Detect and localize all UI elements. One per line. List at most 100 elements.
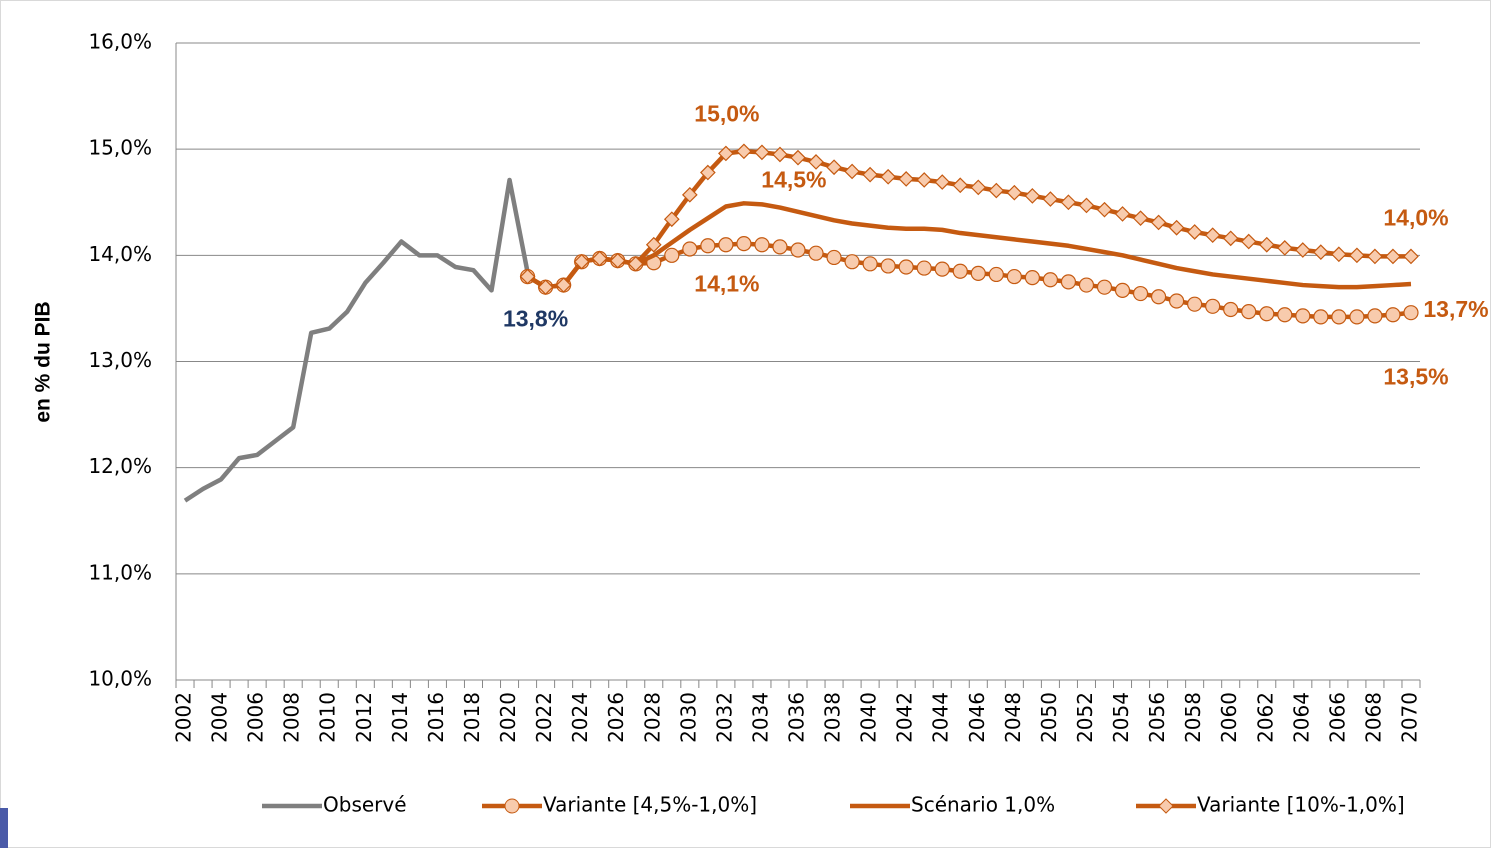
x-tick-label: 2028	[640, 692, 664, 743]
marker	[880, 168, 896, 185]
marker	[754, 237, 770, 253]
marker	[1349, 247, 1365, 264]
marker	[591, 250, 608, 267]
marker	[808, 245, 824, 261]
marker	[1078, 277, 1095, 293]
data-label: 14,0%	[1383, 204, 1448, 230]
x-tick-label: 2038	[821, 692, 845, 743]
y-axis-label: en % du PIB	[32, 301, 55, 422]
marker	[1294, 242, 1311, 258]
x-tick-label: 2060	[1217, 692, 1241, 743]
marker	[1096, 279, 1113, 295]
marker	[844, 163, 860, 180]
x-tick-label: 2058	[1181, 692, 1205, 743]
x-tick-label: 2022	[532, 692, 556, 743]
marker	[880, 258, 896, 274]
marker	[790, 149, 806, 166]
legend-label: Observé	[323, 793, 407, 817]
x-tick-label: 2012	[352, 692, 376, 743]
marker	[645, 236, 662, 253]
marker	[1241, 304, 1257, 320]
x-tick-label: 2030	[676, 692, 700, 743]
marker	[1258, 236, 1275, 253]
marker	[1367, 248, 1383, 265]
marker	[718, 237, 734, 253]
marker	[772, 146, 788, 163]
y-tick-label: 15,0%	[88, 136, 152, 160]
marker	[988, 182, 1005, 199]
x-tick-label: 2036	[785, 692, 809, 743]
marker	[952, 263, 968, 279]
marker	[916, 172, 933, 188]
legend-label: Scénario 1,0%	[911, 793, 1055, 817]
x-tick-label: 2070	[1397, 692, 1421, 743]
marker	[736, 143, 752, 160]
x-tick-label: 2046	[965, 692, 989, 743]
x-tick-label: 2002	[172, 692, 196, 743]
marker	[1331, 246, 1347, 263]
x-tick-label: 2026	[604, 692, 628, 743]
marker	[1367, 308, 1383, 324]
x-tick-label: 2016	[424, 692, 448, 743]
x-tick-label: 2006	[244, 692, 268, 743]
marker	[1132, 210, 1149, 227]
y-tick-label: 16,0%	[88, 30, 152, 54]
x-tick-label: 2050	[1037, 692, 1061, 743]
x-tick-label: 2014	[388, 692, 412, 743]
x-tick-label: 2004	[208, 692, 232, 743]
x-tick-label: 2010	[316, 692, 340, 743]
x-tick-label: 2048	[1001, 692, 1025, 743]
marker	[952, 177, 969, 194]
marker	[862, 166, 878, 183]
marker	[718, 145, 734, 162]
legend-label: Variante [4,5%-1,0%]	[543, 793, 757, 817]
legend-label: Variante [10%-1,0%]	[1197, 793, 1405, 817]
x-tick-label: 2056	[1145, 692, 1169, 743]
legend-marker	[504, 798, 520, 814]
x-tick-label: 2008	[280, 692, 304, 743]
x-tick-label: 2018	[460, 692, 484, 743]
marker	[1204, 227, 1221, 244]
marker	[1096, 201, 1113, 218]
legend-marker	[1158, 798, 1174, 814]
marker	[681, 186, 698, 203]
marker	[1024, 188, 1041, 204]
y-tick-label: 10,0%	[88, 667, 152, 691]
marker	[808, 154, 824, 170]
marker	[663, 211, 680, 228]
marker	[627, 255, 644, 272]
marker	[1042, 191, 1059, 207]
marker	[1403, 248, 1419, 265]
x-tick-label: 2040	[857, 692, 881, 743]
marker	[1114, 282, 1131, 298]
marker	[1385, 248, 1401, 265]
marker	[1187, 296, 1203, 312]
marker	[1168, 219, 1185, 236]
x-tick-label: 2052	[1073, 692, 1097, 743]
x-tick-label: 2020	[496, 692, 520, 743]
marker	[862, 256, 878, 272]
marker	[1295, 308, 1311, 324]
x-tick-label: 2062	[1253, 692, 1277, 743]
marker	[898, 171, 915, 187]
y-tick-label: 13,0%	[88, 348, 152, 372]
marker	[1222, 230, 1239, 247]
marker	[1060, 274, 1077, 290]
marker	[1150, 214, 1167, 231]
marker	[934, 174, 951, 190]
data-label: 14,1%	[694, 271, 759, 297]
x-tick-label: 2034	[748, 692, 772, 743]
marker	[1150, 289, 1167, 305]
marker	[826, 249, 842, 266]
marker	[537, 279, 554, 296]
x-tick-label: 2042	[893, 692, 917, 743]
marker	[609, 252, 626, 269]
marker	[772, 239, 788, 255]
x-tick-label: 2032	[712, 692, 736, 743]
marker	[790, 242, 806, 258]
marker	[1006, 268, 1022, 285]
marker	[1114, 206, 1131, 222]
marker	[1169, 293, 1185, 309]
